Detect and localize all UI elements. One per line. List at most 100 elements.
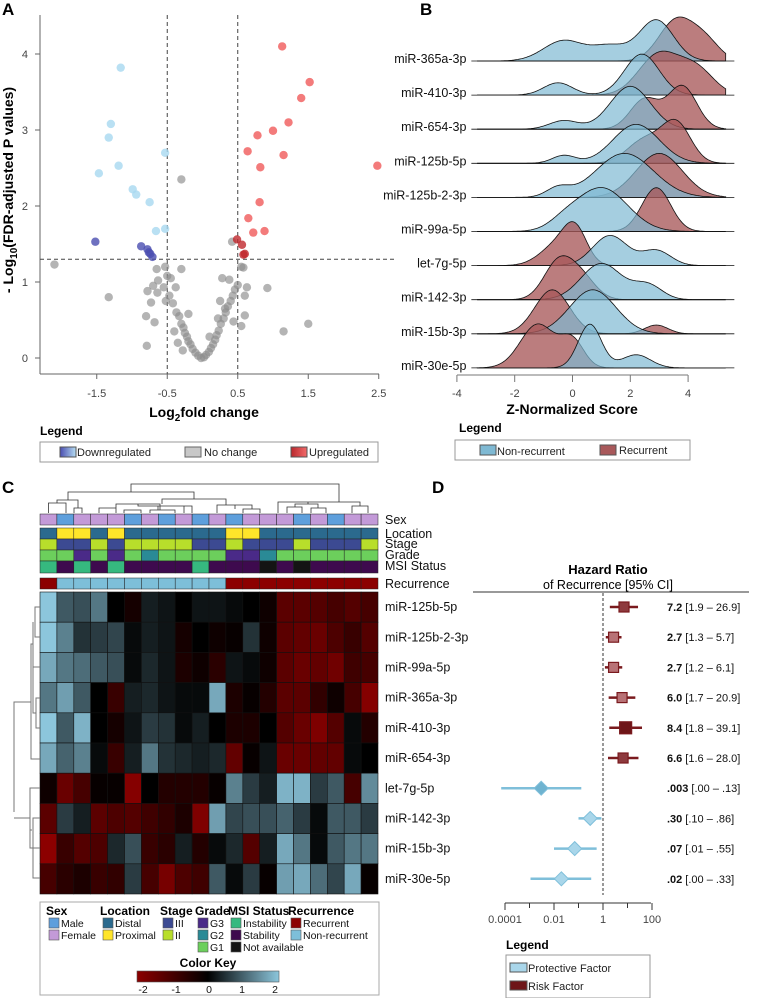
data-point xyxy=(104,133,113,142)
heatmap-cell xyxy=(124,772,142,804)
hazard-ratio-marker xyxy=(619,721,633,735)
heatmap-row-label: miR-142-3p xyxy=(385,812,450,826)
legend-swatch xyxy=(102,929,114,941)
heatmap-cell xyxy=(242,621,261,653)
annotation-cell xyxy=(174,549,193,562)
heatmap-cell xyxy=(208,742,227,774)
heatmap-cell xyxy=(276,742,294,774)
hazard-ratio-value: 8.4 xyxy=(667,723,683,735)
data-point xyxy=(213,314,223,323)
heatmap-cell xyxy=(174,682,193,714)
hazard-ratio-value: 6.0 xyxy=(667,693,682,705)
heatmap-cell xyxy=(293,863,311,895)
ridge-row: miR-99a-5p xyxy=(401,187,735,237)
heatmap-cell xyxy=(326,682,345,714)
heatmap-cell xyxy=(141,803,159,834)
heatmap-cell xyxy=(73,712,92,744)
heatmap-cell xyxy=(310,803,328,834)
annotation-cell xyxy=(208,513,227,526)
hazard-ratio-text: .07 [.01 – .55] xyxy=(667,844,734,856)
heatmap-cell xyxy=(141,591,159,623)
annotation-cell xyxy=(56,513,75,526)
heatmap-cell xyxy=(90,772,108,804)
annotation-cell xyxy=(225,577,244,590)
hazard-ratio-marker xyxy=(616,691,628,704)
annotation-label: Grade xyxy=(385,548,420,562)
hazard-ratio-text: .30 [.10 – .86] xyxy=(667,813,734,825)
data-point xyxy=(161,296,171,306)
data-point xyxy=(239,250,248,259)
annotation-cell xyxy=(242,549,260,562)
annotation-cell xyxy=(39,513,58,526)
hazard-ratio-text: 6.6 [1.6 – 28.0] xyxy=(667,753,740,765)
column-dendrogram xyxy=(48,483,369,513)
x-tick-label: -4 xyxy=(452,388,462,400)
heatmap-cell xyxy=(326,772,345,804)
annotation-cell xyxy=(141,549,159,562)
heatmap-cell xyxy=(39,863,58,895)
data-point xyxy=(114,161,123,170)
heatmap-cell xyxy=(259,803,277,834)
heatmap-cell xyxy=(343,772,362,804)
heatmap-cell xyxy=(225,772,244,804)
heatmap-row-label: miR-654-3p xyxy=(385,751,450,765)
heatmap-cell xyxy=(174,591,193,623)
heatmap-cell xyxy=(259,652,277,683)
ridge-non-recurrent xyxy=(477,289,726,335)
heatmap-cell xyxy=(174,621,193,653)
heatmap-row-label: miR-410-3p xyxy=(385,721,450,735)
legend-swatch xyxy=(197,929,209,941)
data-point xyxy=(178,346,187,355)
hazard-ratio-marker xyxy=(617,752,629,764)
x-tick-label: -1.5 xyxy=(87,388,106,400)
heatmap-cell xyxy=(107,712,125,744)
annotation-cell xyxy=(242,513,260,526)
hazard-ratio-value: .003 xyxy=(667,783,688,795)
heatmap-cell xyxy=(124,742,142,774)
heatmap-cell xyxy=(158,621,176,653)
hazard-ratio-text: 6.0 [1.7 – 20.9] xyxy=(667,693,740,705)
annotation-cell xyxy=(141,577,159,590)
heatmap-cell xyxy=(326,712,345,744)
heatmap-cell xyxy=(107,863,125,895)
annotation-cell xyxy=(259,560,277,574)
annotation-cell xyxy=(90,560,108,574)
data-point xyxy=(171,283,180,292)
heatmap-cell xyxy=(39,742,58,774)
heatmap-cell xyxy=(124,833,142,865)
x-axis-title: Log2fold change xyxy=(149,404,259,424)
heatmap-cell xyxy=(225,712,244,744)
annotation-cell xyxy=(343,560,362,574)
heatmap-cell xyxy=(191,712,210,744)
annotation-cell xyxy=(360,577,379,590)
annotation-label: MSI Status xyxy=(385,559,446,573)
hazard-ratio-value: .02 xyxy=(667,874,682,886)
legend-swatch xyxy=(290,929,302,941)
data-point xyxy=(94,169,104,178)
annotation-cell xyxy=(327,527,345,540)
heatmap-cell xyxy=(343,652,362,683)
data-point xyxy=(237,240,247,249)
annotation-cell xyxy=(310,577,328,590)
heatmap-cell xyxy=(343,803,362,834)
heatmap-cell xyxy=(141,833,159,865)
heatmap-cell xyxy=(107,591,125,623)
legend-item-label: Stability xyxy=(243,930,281,942)
data-point xyxy=(260,226,269,236)
annotation-cell xyxy=(141,538,159,551)
data-point xyxy=(232,235,242,244)
annotation-cell xyxy=(225,549,244,562)
forest-row: .07 [.01 – .55] xyxy=(554,840,734,857)
heatmap-cell xyxy=(90,652,108,683)
annotation-cell xyxy=(276,560,294,574)
ridge-label: miR-410-3p xyxy=(401,86,466,100)
y-tick-label: 2 xyxy=(22,201,28,213)
heatmap-cell xyxy=(259,621,277,653)
legend-item-label: Instability xyxy=(243,918,288,930)
row-dendrogram xyxy=(13,606,40,879)
annotation-cell xyxy=(191,577,210,590)
annotation-cell xyxy=(73,513,91,526)
heatmap-cell xyxy=(39,833,58,865)
legend-title: Legend xyxy=(506,938,549,952)
forest-row: .30 [.10 – .86] xyxy=(578,810,734,827)
